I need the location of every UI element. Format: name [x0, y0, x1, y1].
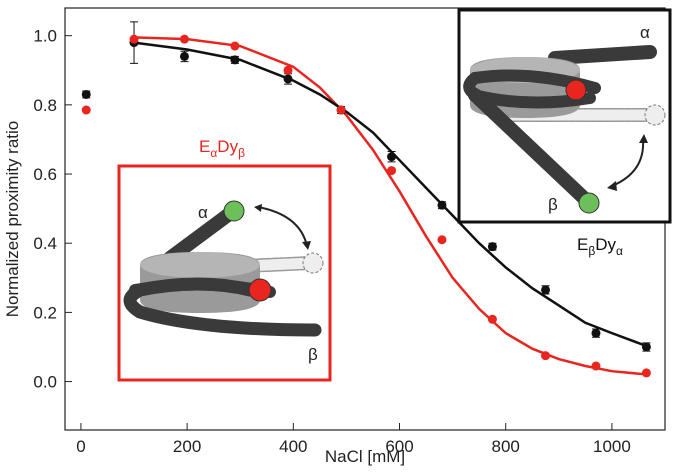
data-point: [591, 361, 601, 371]
label-part: Dy: [595, 235, 616, 254]
data-point: [283, 74, 293, 84]
label-subscript: β: [588, 244, 595, 258]
data-point: [641, 368, 651, 378]
label-subscript: β: [238, 146, 245, 160]
data-point: [179, 34, 189, 44]
data-point: [487, 242, 497, 252]
y-tick-label: 0.6: [33, 165, 57, 184]
data-point: [487, 314, 497, 324]
data-point: [230, 41, 240, 51]
data-point: [336, 105, 346, 115]
data-point: [437, 235, 447, 245]
label-part: E: [577, 235, 588, 254]
y-tick-label: 0.0: [33, 373, 57, 392]
data-point: [283, 65, 293, 75]
data-point: [81, 89, 91, 99]
fit-line: [133, 41, 650, 349]
y-tick-label: 0.2: [33, 303, 57, 322]
data-point: [129, 34, 139, 44]
data-point: [541, 285, 551, 295]
x-tick-label: 0: [76, 437, 85, 456]
data-point: [541, 351, 551, 361]
label-subscript: α: [210, 146, 217, 160]
data-point: [437, 200, 447, 210]
x-tick-label: 1000: [593, 437, 631, 456]
data-point: [591, 328, 601, 338]
data-point: [179, 51, 189, 61]
y-tick-label: 0.8: [33, 96, 57, 115]
inset-label: EαDyβ: [199, 137, 245, 160]
alpha-label: α: [198, 203, 208, 222]
alpha-label: α: [640, 23, 650, 42]
inset-black: [457, 8, 672, 224]
inset-label: EβDyα: [577, 235, 623, 258]
beta-label: β: [548, 195, 558, 214]
y-tick-label: 1.0: [33, 27, 57, 46]
label-part: Dy: [217, 137, 238, 156]
data-point: [81, 105, 91, 115]
label-subscript: α: [616, 244, 623, 258]
x-tick-label: 400: [279, 437, 307, 456]
data-point: [230, 55, 240, 65]
y-tick-label: 0.4: [33, 234, 57, 253]
beta-label: β: [308, 345, 318, 364]
y-axis-label: Normalized proximity ratio: [3, 121, 22, 318]
x-tick-label: 200: [173, 437, 201, 456]
label-part: E: [199, 137, 210, 156]
x-tick-label: 600: [385, 437, 413, 456]
fit-line: [133, 36, 650, 376]
x-axis-label: NaCl [mM]: [325, 447, 405, 466]
inset-red: [117, 164, 332, 382]
data-point: [387, 166, 397, 176]
data-point: [641, 342, 651, 352]
data-point: [387, 152, 397, 162]
x-tick-label: 800: [492, 437, 520, 456]
